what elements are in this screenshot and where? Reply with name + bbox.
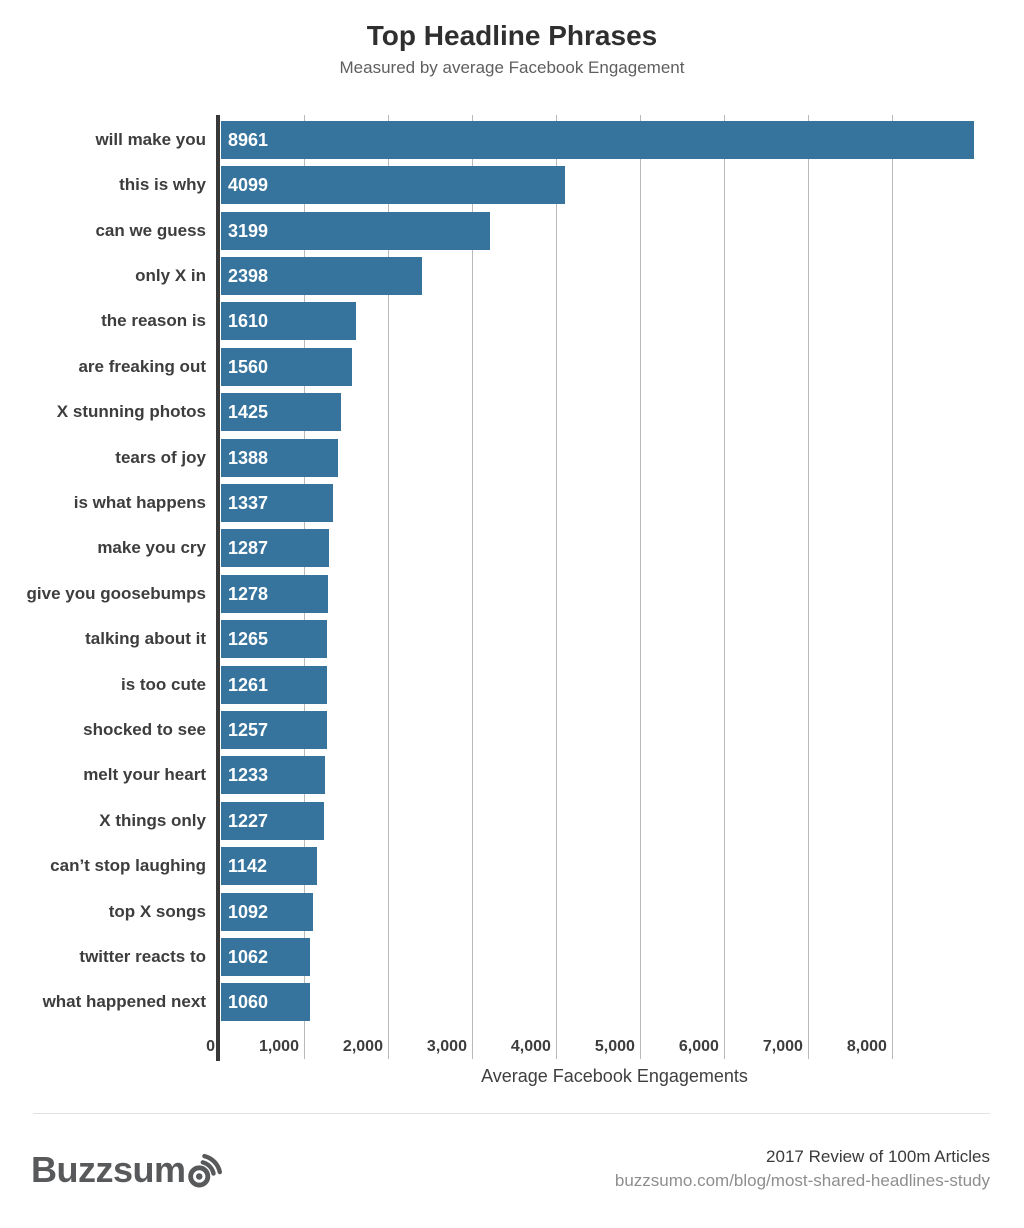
bar: 1610 bbox=[221, 302, 357, 341]
category-label: what happened next bbox=[42, 992, 206, 1012]
bar-value-label: 1388 bbox=[228, 447, 269, 468]
bar: 1337 bbox=[221, 483, 334, 522]
gridline bbox=[556, 115, 558, 1059]
category-label: twitter reacts to bbox=[79, 946, 206, 966]
bar-value-label: 1142 bbox=[228, 856, 268, 877]
bar: 1261 bbox=[221, 665, 327, 704]
category-label: shocked to see bbox=[83, 719, 206, 739]
bar: 4099 bbox=[221, 166, 566, 205]
bar-value-label: 1278 bbox=[228, 583, 269, 604]
category-label: the reason is bbox=[101, 311, 206, 331]
bar-value-label: 3199 bbox=[228, 220, 269, 241]
footer-divider bbox=[33, 1113, 990, 1114]
bar: 1142 bbox=[221, 847, 317, 886]
chart-title: Top Headline Phrases bbox=[366, 20, 658, 51]
category-label: top X songs bbox=[108, 901, 206, 921]
x-axis-label: Average Facebook Engagements bbox=[481, 1066, 748, 1086]
bar-value-label: 1233 bbox=[228, 765, 269, 786]
category-label: talking about it bbox=[85, 629, 206, 649]
x-tick-label: 5,000 bbox=[594, 1038, 635, 1055]
gridline bbox=[892, 115, 894, 1059]
x-tick-label: 0 bbox=[206, 1038, 215, 1055]
bar: 1060 bbox=[221, 983, 311, 1022]
bar: 1233 bbox=[221, 756, 325, 795]
bar: 1257 bbox=[221, 710, 327, 749]
bar-value-label: 1287 bbox=[228, 538, 269, 559]
bar-value-label: 1425 bbox=[228, 402, 269, 423]
bar-value-label: 1257 bbox=[228, 719, 269, 740]
buzzsumo-logo-text: Buzzsum bbox=[31, 1149, 186, 1190]
bar: 1560 bbox=[221, 347, 353, 386]
gridline bbox=[808, 115, 810, 1059]
bar-value-label: 1560 bbox=[228, 356, 269, 377]
category-label: is too cute bbox=[120, 674, 206, 694]
footer-citation-title: 2017 Review of 100m Articles bbox=[766, 1147, 990, 1166]
category-label: is what happens bbox=[73, 492, 206, 512]
bar-value-label: 8961 bbox=[228, 129, 269, 150]
category-label: make you cry bbox=[97, 538, 206, 558]
category-label: only X in bbox=[135, 265, 206, 285]
bar-value-label: 1610 bbox=[228, 311, 269, 332]
footer-citation: 2017 Review of 100m Articles buzzsumo.co… bbox=[615, 1145, 990, 1193]
bar: 1265 bbox=[221, 620, 328, 659]
x-tick-label: 4,000 bbox=[510, 1038, 551, 1055]
category-label: melt your heart bbox=[83, 765, 206, 785]
category-label: give you goosebumps bbox=[26, 583, 206, 603]
bar: 2398 bbox=[221, 256, 423, 295]
chart-subtitle: Measured by average Facebook Engagement bbox=[339, 58, 685, 77]
gridline bbox=[388, 115, 390, 1059]
bar-value-label: 1092 bbox=[228, 901, 269, 922]
plot-area: 0 1,000 2,000 3,000 4,000 5,000 6,000 7,000 8,00… bbox=[206, 115, 1008, 1059]
category-label: X stunning photos bbox=[56, 402, 206, 422]
category-label: tears of joy bbox=[115, 447, 206, 467]
category-label: X things only bbox=[99, 810, 206, 830]
bar-value-label: 1337 bbox=[228, 492, 269, 513]
bar: 1425 bbox=[221, 393, 341, 432]
bar: 1388 bbox=[221, 438, 338, 477]
x-tick-label: 8,000 bbox=[846, 1038, 887, 1055]
bar: 1062 bbox=[221, 937, 311, 976]
gridline bbox=[724, 115, 726, 1059]
y-axis-spine bbox=[216, 115, 220, 1061]
bar: 1278 bbox=[221, 574, 329, 613]
x-tick-label: 3,000 bbox=[426, 1038, 467, 1055]
bar-value-label: 1265 bbox=[228, 629, 269, 650]
bar: 1092 bbox=[221, 892, 313, 931]
x-tick-label: 6,000 bbox=[678, 1038, 719, 1055]
category-axis: will make you this is why can we guess only… bbox=[0, 117, 217, 1025]
category-label: this is why bbox=[119, 175, 206, 195]
category-label: will make you bbox=[95, 129, 206, 149]
gridline bbox=[472, 115, 474, 1059]
footer-citation-url: buzzsumo.com/blog/most-shared-headlines-… bbox=[614, 1171, 990, 1190]
x-tick-label: 2,000 bbox=[342, 1038, 383, 1055]
gridline bbox=[640, 115, 642, 1059]
x-tick-label: 7,000 bbox=[762, 1038, 803, 1055]
bar: 1227 bbox=[221, 801, 325, 840]
category-label: are freaking out bbox=[78, 356, 206, 376]
x-tick-label: 1,000 bbox=[258, 1038, 299, 1055]
bar-value-label: 1261 bbox=[228, 674, 269, 695]
bar-value-label: 1062 bbox=[228, 946, 269, 967]
category-label: can’t stop laughing bbox=[50, 856, 206, 876]
category-label: can we guess bbox=[95, 220, 206, 240]
bar: 8961 bbox=[221, 120, 974, 159]
bar-value-label: 4099 bbox=[228, 175, 269, 196]
bar: 3199 bbox=[221, 211, 490, 250]
bar-value-label: 1060 bbox=[228, 992, 269, 1013]
broadcast-icon bbox=[187, 1153, 222, 1188]
buzzsumo-logo: Buzzsum bbox=[31, 1146, 225, 1190]
bar-chart: will make you this is why can we guess only… bbox=[0, 115, 1008, 1086]
bar: 1287 bbox=[221, 529, 330, 568]
bar-value-label: 2398 bbox=[228, 265, 269, 286]
bar-value-label: 1227 bbox=[228, 810, 269, 831]
